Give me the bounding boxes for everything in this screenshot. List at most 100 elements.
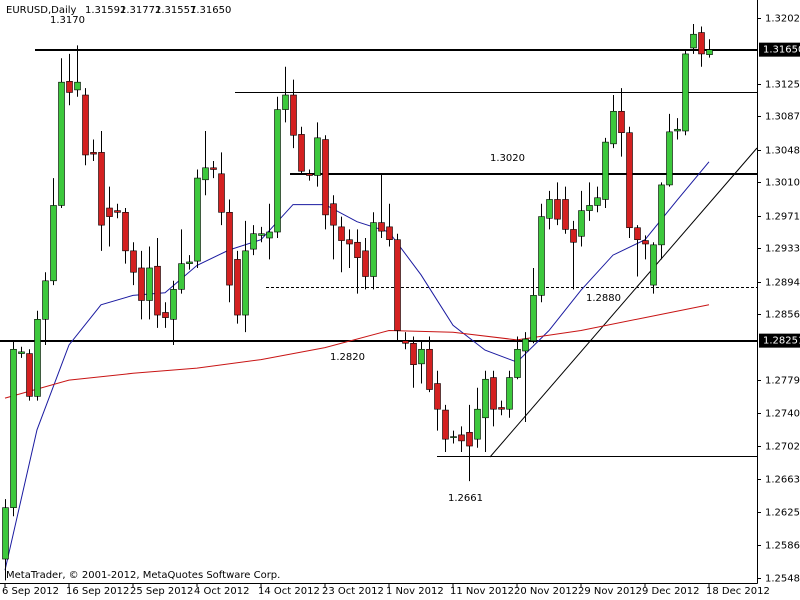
candle-body	[594, 197, 601, 206]
moving-average	[4, 161, 710, 571]
x-tick-label: 18 Dec 2012	[706, 586, 770, 597]
candle-body	[234, 259, 241, 316]
trend-line	[489, 147, 758, 458]
header-value: 1.31557	[155, 5, 196, 16]
annotation: 1.2661	[448, 493, 483, 504]
candle-body	[458, 434, 465, 442]
candle-body	[386, 226, 393, 241]
candle-body	[106, 207, 113, 217]
candle-body	[258, 233, 265, 236]
candle-body	[66, 81, 73, 93]
candle-body	[346, 239, 353, 245]
candle-body	[250, 233, 257, 250]
candle-body	[530, 295, 537, 342]
candle-body	[50, 205, 57, 282]
candle-body	[74, 81, 81, 91]
candle-body	[26, 353, 33, 397]
candle-body	[538, 216, 545, 296]
moving-average	[4, 304, 710, 399]
header-value: 1.31592	[85, 5, 126, 16]
candle-body	[330, 203, 337, 226]
candle-body	[274, 109, 281, 233]
annotation: 1.3020	[490, 153, 525, 164]
candle-body	[546, 199, 553, 219]
candle-body	[698, 32, 705, 55]
annotation: 1.2820	[330, 352, 365, 363]
x-tick-label: 14 Oct 2012	[258, 586, 320, 597]
candle-body	[122, 212, 129, 252]
candle-body	[402, 340, 409, 344]
candle-body	[146, 267, 153, 301]
x-tick-label: 25 Sep 2012	[130, 586, 193, 597]
candle-body	[194, 177, 201, 262]
y-tick-label: 1.26250	[765, 508, 800, 519]
y-tick-label: 1.30100	[765, 178, 800, 189]
candle-body	[338, 226, 345, 241]
candle-body	[138, 267, 145, 301]
candle-body	[450, 436, 457, 438]
x-tick-label: 6 Sep 2012	[2, 586, 59, 597]
price-label: 1.31650	[763, 45, 800, 56]
candle-body	[602, 141, 609, 200]
candle-body	[482, 378, 489, 419]
price-label: 1.28251	[763, 336, 800, 347]
y-tick-label: 1.30480	[765, 146, 800, 157]
candle-body	[282, 94, 289, 110]
candle-body	[58, 81, 65, 206]
candle-body	[266, 231, 273, 239]
candle-body	[90, 152, 97, 155]
candle-body	[162, 312, 169, 318]
candle-body	[474, 408, 481, 440]
candle-body	[378, 222, 385, 232]
candle-body	[554, 199, 561, 220]
candle-body	[618, 110, 625, 133]
candle-body	[466, 432, 473, 447]
x-tick-label: 11 Nov 2012	[450, 586, 514, 597]
candle-body	[298, 134, 305, 172]
candle-body	[394, 239, 401, 331]
candle-body	[2, 507, 9, 560]
y-tick-label: 1.25860	[765, 541, 800, 552]
y-tick-label: 1.28940	[765, 278, 800, 289]
candle-body	[98, 152, 105, 226]
candle-body	[666, 131, 673, 186]
candle-body	[658, 184, 665, 246]
candle-body	[514, 348, 521, 378]
y-tick-label: 1.27020	[765, 442, 800, 453]
candle-body	[114, 210, 121, 213]
candle-body	[610, 110, 617, 145]
annotation: 1.3170	[50, 15, 85, 26]
y-tick-label: 1.31250	[765, 80, 800, 91]
candle-body	[10, 348, 17, 508]
candle-body	[18, 351, 25, 354]
candle-body	[186, 261, 193, 264]
y-tick-label: 1.27790	[765, 376, 800, 387]
candle-body	[562, 199, 569, 230]
candle-body	[674, 128, 681, 132]
candle-body	[210, 167, 217, 170]
candle-body	[690, 33, 697, 49]
y-tick-label: 1.29330	[765, 244, 800, 255]
candle-body	[306, 173, 313, 176]
candle-body	[290, 94, 297, 136]
x-tick-label: 4 Oct 2012	[194, 586, 249, 597]
candle-body	[682, 53, 689, 132]
candle-body	[130, 250, 137, 273]
candle-body	[706, 49, 713, 55]
candle-body	[314, 137, 321, 176]
y-tick-label: 1.29710	[765, 212, 800, 223]
footer: MetaTrader, © 2001-2012, MetaQuotes Soft…	[6, 570, 280, 581]
candle-body	[242, 250, 249, 316]
y-tick-label: 1.28560	[765, 310, 800, 321]
candle-body	[370, 222, 377, 277]
y-tick-label: 1.32020	[765, 14, 800, 25]
candle-body	[170, 289, 177, 320]
candle-body	[178, 263, 185, 290]
candle-body	[434, 383, 441, 410]
candle-body	[362, 250, 369, 277]
candle-body	[418, 348, 425, 365]
header-value: 1.31650	[190, 5, 231, 16]
candle-body	[154, 265, 161, 316]
candle-body	[226, 212, 233, 286]
x-tick-label: 20 Nov 2012	[514, 586, 578, 597]
